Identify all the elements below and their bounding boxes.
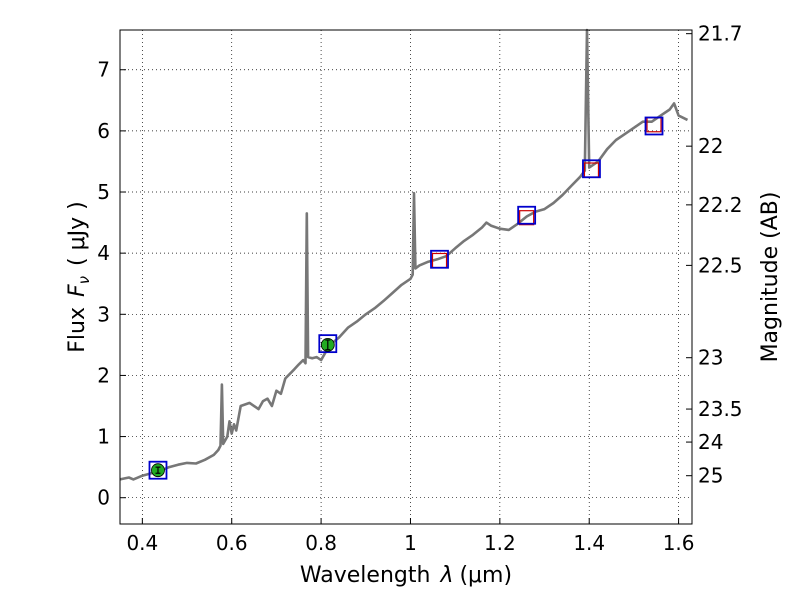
model-flux-marker [430,249,449,269]
x-axis-ticks: 0.4 0.6 0.8 1 1.2 1.4 1.6 [126,518,695,555]
model-flux-marker [644,116,664,136]
y-tick-label: 2 [97,363,110,387]
model-flux-marker [517,205,537,225]
magnitude-tick-label: 23.5 [698,397,743,421]
magnitude-tick-label: 21.7 [698,22,743,46]
y-tick-label: 6 [97,119,110,143]
magnitude-axis-label: Magnitude (AB) [758,192,783,363]
model-flux-marker [582,159,601,179]
magnitude-tick-label: 22.2 [698,193,743,217]
spectrum-line [119,28,689,481]
magnitude-axis-ticks: 21.7 22 22.2 22.5 23 23.5 24 25 [686,22,743,488]
x-tick-label: 1 [404,531,417,555]
model-flux-marker [148,460,168,480]
photometry-layer [148,116,664,480]
magnitude-tick-label: 24 [698,430,723,454]
x-axis-label: Wavelength λ (μm) [300,563,512,588]
x-tick-label: 0.4 [126,531,158,555]
x-tick-label: 1.4 [573,531,605,555]
y-tick-label: 0 [97,486,110,510]
y-axis-ticks: 0 1 2 3 4 5 6 7 [97,58,126,510]
magnitude-tick-label: 25 [698,464,723,488]
y-tick-label: 4 [97,241,110,265]
spectrum-layer [119,28,689,481]
y-tick-label: 5 [97,180,110,204]
magnitude-tick-label: 22.5 [698,253,743,277]
y-tick-label: 7 [97,58,110,82]
magnitude-tick-label: 22 [698,134,723,158]
magnitude-tick-label: 23 [698,346,723,370]
x-tick-label: 1.6 [663,531,695,555]
y-tick-label: 1 [97,425,110,449]
grid-lines [120,30,692,524]
filter-band-marker [519,210,535,226]
x-tick-label: 1.2 [484,531,516,555]
x-tick-label: 0.6 [216,531,248,555]
y-tick-label: 3 [97,302,110,326]
plot-frame [119,29,693,525]
y-axis-label: FluxFν( μJy ) [65,201,93,352]
x-tick-label: 0.8 [305,531,337,555]
model-flux-marker [318,334,338,354]
